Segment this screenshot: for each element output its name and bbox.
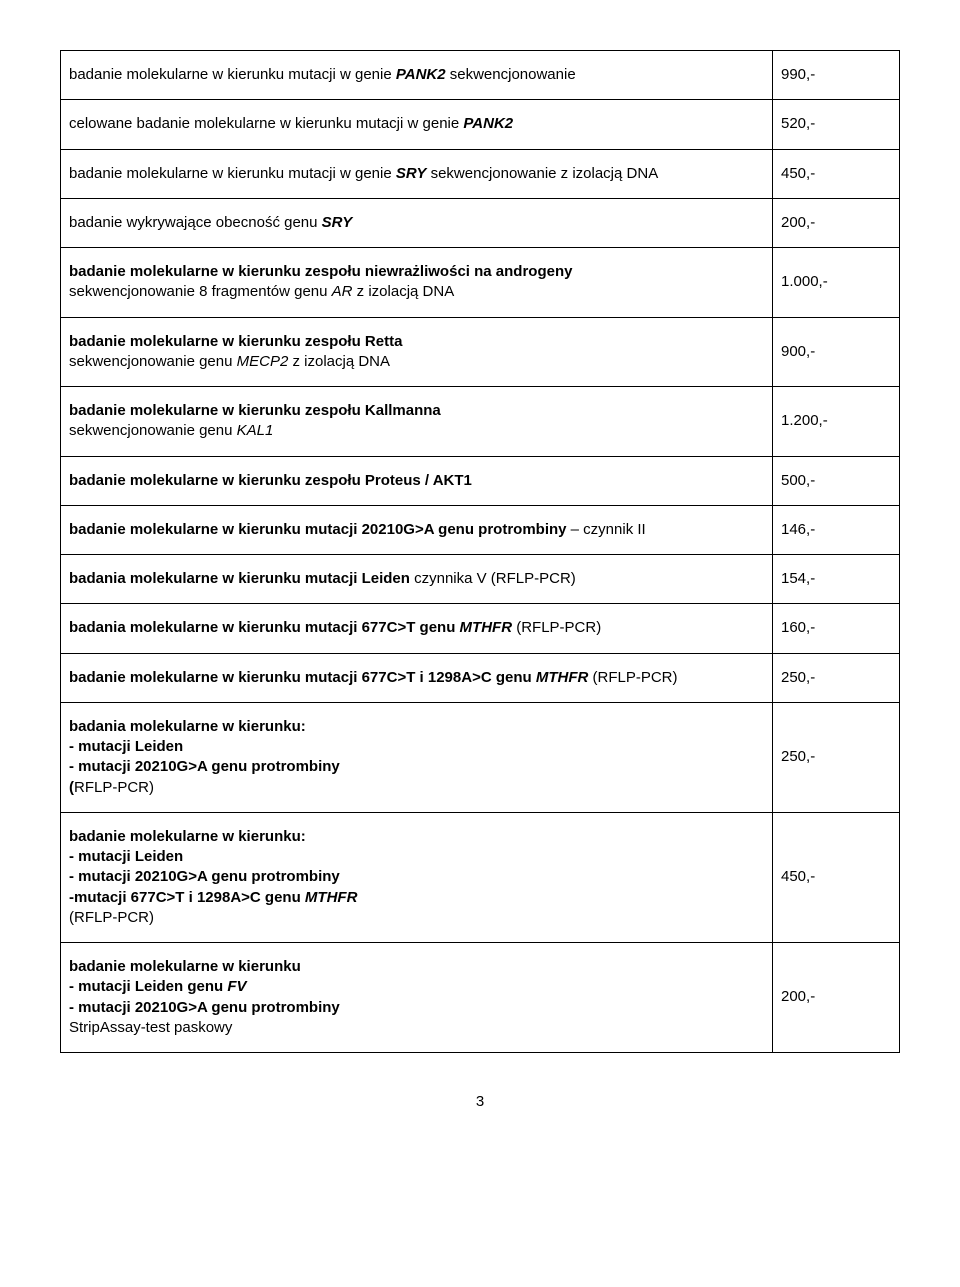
row-price: 520,- [773, 100, 900, 149]
table-row: badania molekularne w kierunku mutacji L… [61, 555, 900, 604]
row-price: 500,- [773, 456, 900, 505]
row-description: badanie molekularne w kierunku- mutacji … [61, 943, 773, 1053]
row-description: badanie molekularne w kierunku zespołu n… [61, 248, 773, 318]
table-row: badania molekularne w kierunku mutacji 6… [61, 604, 900, 653]
row-price: 990,- [773, 51, 900, 100]
row-description: badania molekularne w kierunku mutacji L… [61, 555, 773, 604]
table-row: badanie molekularne w kierunku mutacji 6… [61, 653, 900, 702]
row-price: 250,- [773, 702, 900, 812]
row-price: 450,- [773, 812, 900, 942]
table-row: celowane badanie molekularne w kierunku … [61, 100, 900, 149]
row-description: badania molekularne w kierunku:- mutacji… [61, 702, 773, 812]
table-row: badania molekularne w kierunku:- mutacji… [61, 702, 900, 812]
row-description: badanie molekularne w kierunku mutacji w… [61, 149, 773, 198]
row-price: 1.200,- [773, 387, 900, 457]
row-description: badanie molekularne w kierunku zespołu P… [61, 456, 773, 505]
table-row: badanie molekularne w kierunku zespołu K… [61, 387, 900, 457]
row-price: 160,- [773, 604, 900, 653]
table-row: badanie molekularne w kierunku- mutacji … [61, 943, 900, 1053]
row-price: 1.000,- [773, 248, 900, 318]
row-description: badanie molekularne w kierunku:- mutacji… [61, 812, 773, 942]
price-table-body: badanie molekularne w kierunku mutacji w… [61, 51, 900, 1053]
row-price: 154,- [773, 555, 900, 604]
row-price: 200,- [773, 198, 900, 247]
row-price: 250,- [773, 653, 900, 702]
row-description: badanie molekularne w kierunku mutacji 6… [61, 653, 773, 702]
row-description: badanie molekularne w kierunku mutacji 2… [61, 505, 773, 554]
row-description: badanie molekularne w kierunku zespołu K… [61, 387, 773, 457]
row-price: 900,- [773, 317, 900, 387]
table-row: badanie wykrywające obecność genu SRY200… [61, 198, 900, 247]
table-row: badanie molekularne w kierunku zespołu n… [61, 248, 900, 318]
page-number: 3 [60, 1093, 900, 1110]
table-row: badanie molekularne w kierunku zespołu R… [61, 317, 900, 387]
row-description: celowane badanie molekularne w kierunku … [61, 100, 773, 149]
row-description: badania molekularne w kierunku mutacji 6… [61, 604, 773, 653]
table-row: badanie molekularne w kierunku:- mutacji… [61, 812, 900, 942]
table-row: badanie molekularne w kierunku mutacji 2… [61, 505, 900, 554]
row-price: 450,- [773, 149, 900, 198]
row-description: badanie molekularne w kierunku mutacji w… [61, 51, 773, 100]
row-price: 146,- [773, 505, 900, 554]
row-price: 200,- [773, 943, 900, 1053]
row-description: badanie wykrywające obecność genu SRY [61, 198, 773, 247]
table-row: badanie molekularne w kierunku zespołu P… [61, 456, 900, 505]
row-description: badanie molekularne w kierunku zespołu R… [61, 317, 773, 387]
table-row: badanie molekularne w kierunku mutacji w… [61, 149, 900, 198]
price-table: badanie molekularne w kierunku mutacji w… [60, 50, 900, 1053]
table-row: badanie molekularne w kierunku mutacji w… [61, 51, 900, 100]
